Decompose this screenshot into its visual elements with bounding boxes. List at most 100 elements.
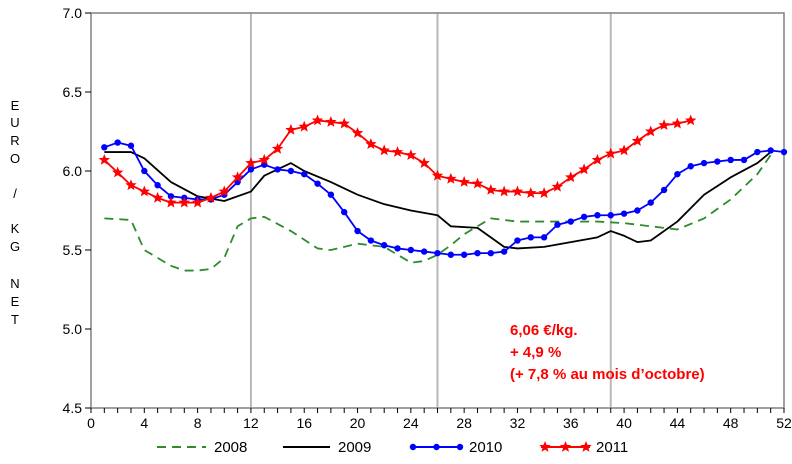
legend-marker bbox=[456, 443, 464, 451]
point-2011 bbox=[618, 144, 630, 156]
point-2011 bbox=[285, 123, 297, 135]
point-2010 bbox=[607, 212, 614, 219]
point-2011 bbox=[605, 147, 617, 159]
x-tick-label: 12 bbox=[243, 415, 259, 431]
point-2010 bbox=[247, 166, 255, 173]
point-2010 bbox=[487, 249, 495, 257]
y-axis-label-char: / bbox=[13, 186, 17, 201]
grid-lines bbox=[249, 13, 612, 408]
y-tick-label: 4.5 bbox=[63, 400, 83, 416]
point-2010 bbox=[780, 148, 788, 156]
legend-item-2010: 2010 bbox=[409, 439, 502, 456]
point-2011 bbox=[458, 176, 470, 187]
point-2011 bbox=[538, 187, 550, 198]
point-2010 bbox=[327, 191, 335, 198]
x-tick-label: 52 bbox=[776, 415, 792, 431]
y-axis-label-char: O bbox=[9, 151, 21, 166]
legend-marker bbox=[539, 441, 551, 452]
point-2010 bbox=[754, 148, 761, 156]
point-2010 bbox=[554, 221, 561, 228]
point-2010 bbox=[314, 180, 321, 187]
x-axis: 0 4 8 12 16 20 24 28 32 36 40 44 48 52 bbox=[87, 408, 792, 431]
point-2010 bbox=[154, 182, 161, 189]
point-2010 bbox=[420, 248, 428, 255]
x-tick-label: 24 bbox=[403, 415, 419, 431]
point-2010 bbox=[127, 142, 135, 149]
legend-item-2008: 2008 bbox=[157, 439, 247, 456]
point-2010 bbox=[341, 208, 348, 216]
annotation-price: 6,06 €/kg. bbox=[510, 322, 578, 339]
point-2010 bbox=[407, 246, 415, 254]
point-2011 bbox=[271, 142, 284, 154]
point-2011 bbox=[445, 172, 457, 184]
series-layer bbox=[98, 114, 788, 272]
point-2011 bbox=[658, 119, 670, 131]
point-2011 bbox=[338, 117, 350, 129]
legend-marker bbox=[433, 443, 440, 451]
series-2011 bbox=[98, 114, 697, 208]
point-2010 bbox=[580, 213, 588, 221]
point-2010 bbox=[114, 139, 121, 146]
legend-label: 2008 bbox=[214, 439, 247, 456]
point-2010 bbox=[394, 245, 401, 252]
legend-label: 2009 bbox=[338, 439, 371, 456]
point-2010 bbox=[767, 147, 774, 154]
legend-item-2009: 2009 bbox=[283, 439, 371, 456]
point-2010 bbox=[727, 156, 734, 164]
y-tick-label: 6.0 bbox=[63, 163, 83, 179]
point-2011 bbox=[351, 127, 364, 138]
y-tick-label: 5.0 bbox=[63, 321, 83, 337]
point-2011 bbox=[685, 114, 697, 126]
y-axis-label-char: U bbox=[10, 115, 20, 130]
point-2010 bbox=[141, 167, 148, 175]
x-tick-label: 44 bbox=[670, 415, 686, 431]
series-2010 bbox=[101, 139, 788, 258]
point-2011 bbox=[551, 180, 564, 192]
x-tick-label: 0 bbox=[87, 415, 95, 431]
point-2011 bbox=[178, 196, 190, 208]
point-2010 bbox=[167, 193, 175, 200]
point-2010 bbox=[434, 249, 441, 257]
y-axis-label-char: K bbox=[10, 221, 20, 236]
point-2011 bbox=[125, 179, 137, 191]
point-2010 bbox=[740, 156, 748, 164]
point-2011 bbox=[165, 196, 177, 208]
point-2010 bbox=[287, 167, 295, 175]
annotation-year-change: + 4,9 % bbox=[510, 344, 562, 361]
point-2011 bbox=[591, 153, 604, 165]
point-2011 bbox=[258, 153, 270, 165]
point-2011 bbox=[298, 120, 310, 132]
point-2011 bbox=[391, 146, 404, 157]
annotation-october-change: (+ 7,8 % au mois d’octobre) bbox=[510, 366, 705, 383]
point-2011 bbox=[498, 185, 510, 197]
point-2011 bbox=[525, 187, 537, 198]
point-2010 bbox=[474, 249, 481, 257]
y-tick-label: 6.5 bbox=[63, 84, 83, 100]
point-2011 bbox=[645, 125, 657, 137]
point-2010 bbox=[500, 248, 508, 255]
y-tick-label: 5.5 bbox=[63, 242, 83, 258]
point-2011 bbox=[511, 185, 524, 197]
x-tick-label: 40 bbox=[616, 415, 632, 431]
point-2010 bbox=[700, 159, 708, 167]
point-2010 bbox=[647, 199, 654, 206]
series-line-2011 bbox=[103, 119, 691, 204]
point-2011 bbox=[231, 171, 244, 183]
point-2010 bbox=[620, 210, 628, 217]
series-2008 bbox=[104, 154, 772, 272]
point-2011 bbox=[378, 144, 390, 156]
x-tick-label: 20 bbox=[350, 415, 366, 431]
legend-item-2011: 2011 bbox=[539, 439, 628, 456]
point-2011 bbox=[151, 191, 164, 203]
y-axis-label-char: G bbox=[9, 239, 21, 254]
point-2011 bbox=[471, 177, 484, 189]
point-2010 bbox=[514, 237, 521, 244]
point-2010 bbox=[301, 170, 308, 178]
x-tick-label: 4 bbox=[140, 415, 148, 431]
series-line-2008 bbox=[104, 154, 772, 272]
point-2011 bbox=[365, 138, 377, 149]
x-tick-label: 32 bbox=[510, 415, 526, 431]
point-2010 bbox=[460, 251, 468, 258]
legend-marker bbox=[559, 441, 572, 452]
